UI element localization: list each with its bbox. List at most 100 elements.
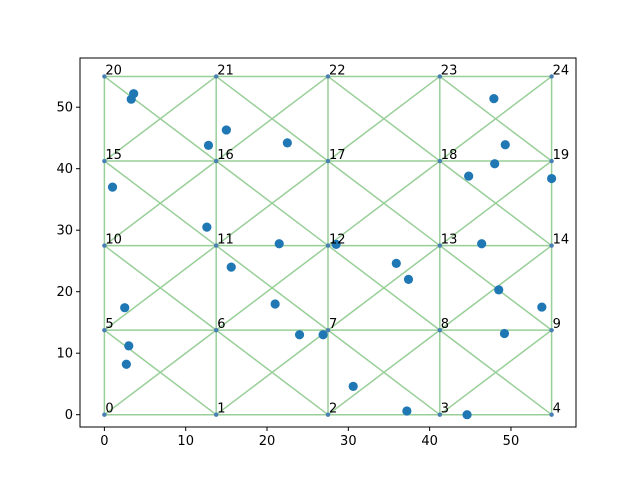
node-label: 7: [329, 317, 337, 332]
mesh-diagonal: [327, 75, 441, 162]
mesh-diagonal: [439, 160, 553, 247]
x-tick-label: 10: [177, 434, 194, 449]
node-label: 16: [217, 148, 234, 163]
mesh-node-marker: [213, 412, 219, 417]
node-label: 5: [105, 317, 113, 332]
scatter-point: [464, 171, 474, 181]
mesh-diagonal: [215, 244, 329, 331]
mesh-diagonal: [103, 244, 217, 331]
mesh-diagonal: [103, 75, 217, 162]
scatter-point: [120, 303, 130, 313]
node-label: 4: [553, 402, 561, 417]
scatter-point: [537, 302, 547, 312]
node-label: 10: [105, 233, 122, 248]
scatter-point: [500, 140, 510, 150]
node-label: 22: [329, 63, 346, 78]
y-tick-label: 0: [65, 408, 73, 423]
mesh-diagonal: [215, 160, 329, 247]
mesh-node-marker: [213, 327, 219, 333]
mesh-node-marker: [549, 74, 554, 79]
scatter-point: [489, 93, 499, 104]
mesh-diagonal: [103, 329, 217, 416]
scatter-point: [107, 182, 118, 192]
scatter-point: [124, 341, 134, 351]
mesh-node-marker: [213, 74, 219, 79]
node-label: 11: [217, 233, 234, 248]
node-label: 2: [329, 402, 337, 417]
mesh-diagonal: [327, 329, 441, 416]
mesh-node-marker: [325, 243, 331, 248]
mesh-diagonal: [327, 160, 441, 247]
mesh-node-marker: [437, 74, 443, 79]
y-tick-label: 40: [56, 162, 73, 177]
y-tick-label: 20: [56, 285, 73, 300]
y-tick-label: 50: [56, 101, 73, 116]
scatter-point: [348, 381, 358, 392]
y-tick-label: 10: [56, 347, 73, 362]
node-label: 1: [217, 402, 225, 417]
mesh-node-marker: [213, 158, 219, 164]
node-label: 12: [329, 233, 346, 248]
mesh-diagonal: [215, 329, 329, 416]
scatter-point: [331, 239, 341, 249]
scatter-point: [391, 258, 401, 269]
scatter-point: [318, 330, 328, 340]
node-label: 8: [441, 317, 449, 332]
x-tick-label: 20: [259, 434, 276, 449]
mesh-node-marker: [325, 158, 331, 164]
plot-frame: [79, 57, 577, 428]
node-label: 3: [441, 402, 449, 417]
mesh-node-marker: [549, 158, 554, 164]
node-label: 20: [105, 63, 122, 78]
scatter-point: [226, 262, 236, 272]
scatter-point: [221, 125, 231, 135]
scatter-point: [462, 410, 472, 420]
mesh-node-marker: [437, 243, 443, 248]
mesh-node-marker: [102, 243, 107, 248]
scatter-point: [274, 239, 284, 249]
mesh-node-marker: [102, 74, 107, 79]
x-tick-label: 40: [421, 434, 438, 449]
node-label: 13: [441, 233, 458, 248]
mesh-diagonal: [327, 244, 441, 331]
node-label: 19: [553, 148, 570, 163]
node-label: 15: [105, 148, 122, 163]
scatter-point: [403, 274, 414, 284]
node-label: 23: [441, 63, 458, 78]
mesh-node-marker: [102, 327, 107, 333]
mesh-node-marker: [549, 412, 554, 417]
mesh-node-marker: [549, 327, 554, 333]
scatter-point: [270, 299, 280, 309]
scatter-point: [490, 159, 500, 169]
node-label: 24: [553, 63, 570, 78]
scatter-point: [402, 406, 412, 416]
mesh-diagonal: [439, 329, 553, 416]
mesh-node-marker: [102, 412, 107, 417]
y-tick-label: 30: [56, 224, 73, 239]
scatter-point: [282, 138, 292, 148]
scatter-point: [294, 330, 305, 340]
scatter-point: [121, 359, 131, 369]
mesh-node-marker: [437, 158, 443, 164]
mesh-node-marker: [437, 412, 443, 417]
node-label: 14: [553, 233, 570, 248]
scatter-point: [477, 239, 487, 249]
scatter-point: [126, 94, 136, 104]
x-tick-label: 0: [100, 434, 108, 449]
node-label: 6: [217, 317, 225, 332]
node-label: 21: [217, 63, 234, 78]
mesh-node-marker: [325, 74, 331, 79]
points-layer: [107, 89, 557, 420]
mesh-diagonal: [439, 75, 553, 162]
mesh-node-marker: [102, 158, 107, 164]
node-label: 9: [553, 317, 561, 332]
mesh-node-marker: [325, 327, 331, 333]
scatter-point: [203, 140, 214, 150]
x-tick-label: 50: [503, 434, 520, 449]
node-label: 0: [105, 402, 113, 417]
mesh-node-marker: [325, 412, 331, 417]
scatter-point: [499, 328, 510, 339]
scatter-point: [547, 173, 557, 184]
